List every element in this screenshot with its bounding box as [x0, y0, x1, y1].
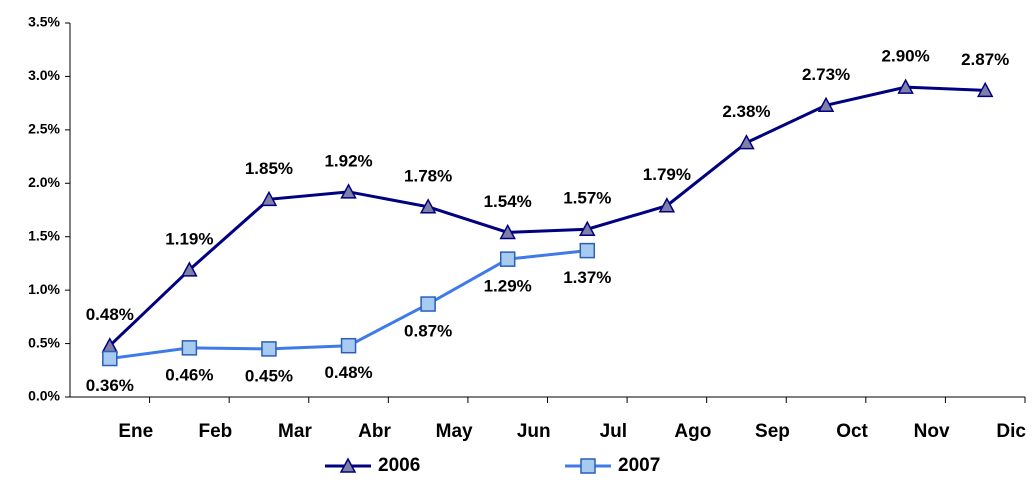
y-tick-label: 1.5%: [28, 227, 60, 243]
data-point: [658, 197, 676, 213]
series-line: [108, 85, 986, 347]
x-tick-label: Oct: [836, 421, 868, 442]
y-tick-label: 1.0%: [28, 281, 60, 297]
legend-label: 2006: [378, 455, 420, 476]
data-point: [340, 337, 357, 354]
x-tick-label: Abr: [358, 421, 391, 442]
x-tick-label: Sep: [755, 421, 790, 442]
data-label: 1.79%: [643, 165, 691, 184]
data-label: 1.57%: [563, 189, 611, 208]
data-label: 0.36%: [86, 376, 134, 395]
data-point: [817, 96, 835, 113]
data-point: [420, 296, 436, 312]
legend-marker: [580, 458, 596, 474]
x-tick-label: Jul: [600, 421, 627, 442]
x-tick-label: Mar: [278, 421, 312, 442]
data-point: [579, 220, 596, 236]
x-tick-label: Ago: [674, 421, 711, 442]
y-tick-label: 3.5%: [28, 14, 60, 30]
data-point: [499, 251, 516, 267]
data-label: 0.87%: [404, 322, 452, 341]
data-label: 2.73%: [802, 65, 850, 84]
data-point: [976, 81, 994, 98]
data-label: 2.87%: [961, 50, 1009, 69]
data-point: [102, 350, 118, 367]
x-tick-label: May: [436, 421, 473, 442]
data-point: [260, 190, 278, 207]
data-point: [897, 78, 914, 94]
data-label: 1.78%: [404, 166, 452, 185]
data-point: [738, 134, 755, 150]
data-label: 0.48%: [86, 305, 134, 324]
data-point: [340, 183, 357, 199]
data-label: 1.54%: [484, 192, 532, 211]
legend-marker: [339, 457, 357, 473]
data-point: [261, 341, 277, 357]
data-point: [579, 242, 596, 259]
data-label: 0.46%: [165, 365, 213, 384]
y-tick-label: 2.5%: [28, 121, 60, 137]
data-label: 1.29%: [484, 277, 532, 296]
y-tick-label: 0.0%: [28, 388, 60, 404]
data-label: 2.90%: [882, 47, 930, 66]
x-tick-label: Jun: [517, 421, 551, 442]
data-label: 1.37%: [563, 268, 611, 287]
data-label: 1.92%: [324, 151, 372, 170]
x-tick-label: Nov: [914, 421, 950, 442]
data-label: 2.38%: [722, 102, 770, 121]
data-label: 0.48%: [324, 363, 372, 382]
y-tick-label: 3.0%: [28, 67, 60, 83]
y-tick-label: 0.5%: [28, 334, 60, 350]
data-point: [181, 340, 198, 356]
data-point: [181, 261, 198, 277]
legend-label: 2007: [618, 455, 660, 476]
x-tick-label: Feb: [198, 421, 232, 442]
y-tick-label: 2.0%: [28, 174, 60, 190]
x-tick-label: Ene: [118, 421, 153, 442]
x-tick-label: Dic: [996, 421, 1026, 442]
data-point: [499, 223, 516, 240]
data-label: 0.45%: [245, 366, 293, 385]
data-label: 1.19%: [165, 229, 213, 248]
data-point: [419, 198, 437, 214]
data-label: 1.85%: [245, 159, 293, 178]
